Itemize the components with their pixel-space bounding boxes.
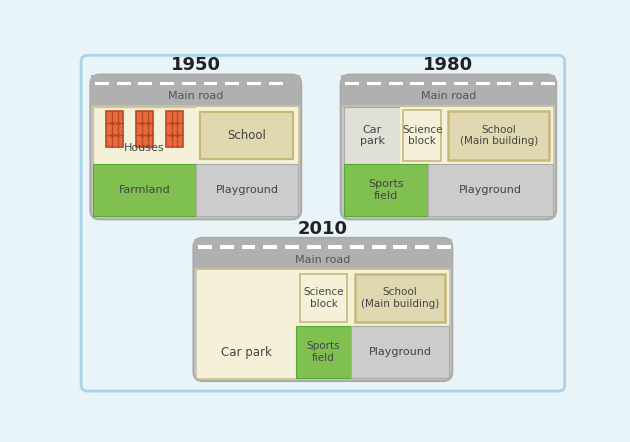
Bar — [198, 245, 212, 248]
Bar — [197, 270, 449, 378]
Bar — [476, 81, 490, 85]
Bar — [328, 245, 342, 248]
FancyBboxPatch shape — [193, 238, 452, 381]
Bar — [389, 81, 403, 85]
Text: Farmland: Farmland — [118, 185, 171, 195]
Bar — [372, 245, 386, 248]
Text: Science
block: Science block — [402, 125, 442, 146]
Bar — [393, 245, 408, 248]
Bar — [203, 81, 217, 85]
Text: 1950: 1950 — [171, 57, 220, 74]
Bar — [106, 111, 123, 147]
Bar — [95, 81, 109, 85]
Bar — [241, 245, 255, 248]
Bar — [367, 81, 381, 85]
Text: Car
park: Car park — [360, 125, 384, 146]
Text: School
(Main building): School (Main building) — [459, 125, 538, 146]
Bar — [296, 326, 351, 378]
Bar — [194, 239, 452, 268]
Text: Playground: Playground — [215, 185, 278, 195]
Bar — [166, 111, 183, 147]
Bar — [355, 274, 445, 322]
Bar — [411, 81, 425, 85]
Bar — [344, 164, 428, 216]
Bar — [428, 164, 553, 216]
Bar — [285, 245, 299, 248]
Bar — [93, 164, 196, 216]
Bar — [117, 81, 130, 85]
Bar — [136, 111, 153, 147]
Bar — [344, 107, 400, 164]
Bar — [200, 111, 294, 159]
Text: Science
block: Science block — [303, 287, 344, 309]
Bar — [519, 81, 533, 85]
Bar — [403, 110, 441, 161]
Text: 2010: 2010 — [298, 220, 348, 238]
Bar — [307, 245, 321, 248]
Bar — [196, 107, 298, 164]
FancyBboxPatch shape — [90, 75, 301, 219]
Bar — [497, 81, 511, 85]
Text: 1980: 1980 — [423, 57, 474, 74]
Bar — [432, 81, 446, 85]
Text: Playground: Playground — [369, 347, 432, 357]
Bar — [91, 105, 301, 107]
Bar — [182, 81, 196, 85]
Bar — [341, 76, 556, 105]
Bar — [93, 107, 298, 216]
Bar — [344, 107, 553, 216]
Bar — [400, 107, 444, 164]
Text: Sports
field: Sports field — [307, 341, 340, 363]
Text: Main road: Main road — [295, 255, 350, 265]
Text: Houses: Houses — [124, 143, 165, 153]
Bar — [139, 81, 152, 85]
Bar — [263, 245, 277, 248]
Text: Sports
field: Sports field — [368, 179, 403, 201]
Bar — [268, 81, 283, 85]
Bar — [437, 245, 450, 248]
Bar — [196, 164, 298, 216]
Bar — [160, 81, 174, 85]
Bar — [296, 270, 351, 326]
Bar — [220, 245, 234, 248]
Text: Playground: Playground — [459, 185, 522, 195]
Bar — [345, 81, 359, 85]
Bar — [194, 268, 452, 270]
Bar — [351, 270, 449, 326]
Bar — [247, 81, 261, 85]
Bar — [454, 81, 468, 85]
FancyBboxPatch shape — [341, 75, 556, 219]
Bar — [448, 111, 549, 160]
Text: Main road: Main road — [421, 91, 476, 101]
Bar — [444, 107, 553, 164]
Bar — [301, 274, 346, 322]
Bar — [226, 81, 239, 85]
Bar — [91, 76, 301, 105]
Bar — [341, 105, 556, 107]
Bar — [415, 245, 429, 248]
Bar — [541, 81, 554, 85]
Text: Car park: Car park — [221, 346, 272, 358]
Bar — [351, 326, 449, 378]
Text: Main road: Main road — [168, 91, 224, 101]
Bar — [197, 270, 296, 378]
Bar — [350, 245, 364, 248]
Text: School: School — [227, 129, 266, 142]
Text: School
(Main building): School (Main building) — [361, 287, 439, 309]
